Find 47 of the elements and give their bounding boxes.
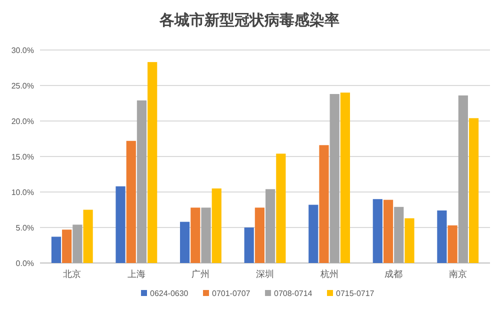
bar [372, 199, 382, 263]
legend-label: 0708-0714 [274, 289, 313, 298]
bar [458, 95, 468, 263]
y-tick-label: 0.0% [16, 259, 34, 268]
x-tick-label: 杭州 [319, 269, 338, 279]
bar [254, 208, 264, 263]
x-tick-label: 北京 [63, 269, 82, 279]
bar [394, 206, 404, 263]
x-tick-label: 深圳 [256, 269, 274, 279]
x-tick-label: 上海 [127, 269, 146, 279]
bar [72, 224, 82, 263]
bar [244, 228, 254, 263]
bar [62, 230, 72, 263]
bar [266, 189, 276, 263]
legend-label: 0701-0707 [212, 289, 251, 298]
legend-label: 0624-0630 [150, 289, 189, 298]
bar [340, 92, 350, 263]
y-tick-label: 10.0% [11, 188, 34, 197]
y-tick-label: 15.0% [11, 152, 34, 162]
bar [126, 140, 136, 263]
bar [83, 210, 93, 263]
bar [276, 154, 286, 263]
bar [308, 204, 318, 263]
bar [404, 218, 414, 263]
bar [136, 100, 147, 263]
bar [201, 208, 211, 263]
x-tick-label: 成都 [384, 269, 403, 279]
y-tick-label: 30.0% [11, 46, 34, 55]
legend-label: 0715-0717 [336, 289, 375, 298]
bar [212, 188, 222, 263]
y-tick-label: 20.0% [11, 117, 34, 126]
bar [190, 208, 200, 263]
bar [148, 62, 158, 263]
bar [180, 222, 190, 263]
x-tick-label: 南京 [448, 269, 467, 279]
bar [383, 200, 394, 263]
bar [468, 118, 479, 263]
bar [448, 225, 458, 263]
bar [116, 186, 126, 263]
y-tick-label: 5.0% [16, 224, 34, 232]
y-tick-label: 25.0% [11, 82, 34, 90]
bar [319, 145, 329, 263]
x-tick-label: 广州 [192, 269, 210, 279]
bar [330, 94, 340, 263]
bar [437, 210, 447, 263]
chart-title: 各城市新型冠状病毒感染率 [158, 11, 340, 29]
bar [51, 236, 62, 263]
